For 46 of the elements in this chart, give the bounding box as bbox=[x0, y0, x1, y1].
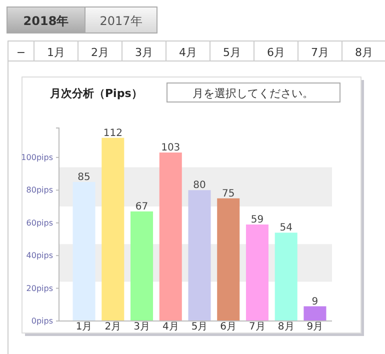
dropdown-field: 月を選択してください。 bbox=[166, 82, 340, 102]
chart-title: 月次分析（Pips） bbox=[49, 87, 142, 100]
bar bbox=[274, 232, 298, 321]
month-tab: 4月 bbox=[166, 40, 210, 62]
x-tick-label: 6月 bbox=[220, 322, 237, 332]
x-tick-label: 2月 bbox=[104, 322, 122, 332]
data-label: 80 bbox=[193, 180, 206, 192]
data-label: 103 bbox=[161, 142, 180, 154]
month-tab: 8月 bbox=[342, 40, 385, 62]
data-label: 67 bbox=[135, 201, 148, 212]
x-tick-label: 4月 bbox=[162, 322, 179, 332]
y-tick-label: 80pips bbox=[26, 186, 53, 195]
bar bbox=[304, 306, 326, 321]
x-tick-label: 3月 bbox=[134, 322, 150, 332]
x-tick-label: 9月 bbox=[306, 322, 324, 332]
month-tab: − bbox=[8, 40, 34, 62]
bar bbox=[102, 138, 124, 321]
y-tick-label: 100pips bbox=[21, 153, 53, 162]
data-label: 9 bbox=[312, 296, 318, 308]
x-tick-label: 8月 bbox=[278, 322, 294, 332]
data-label: 75 bbox=[222, 188, 235, 200]
y-tick-label: 0pips bbox=[31, 316, 53, 326]
y-tick-label: 20pips bbox=[26, 284, 53, 293]
month-tab: 2月 bbox=[78, 40, 122, 62]
year-tab: 2017年 bbox=[84, 6, 158, 34]
month-tab: 3月 bbox=[122, 40, 166, 62]
month-tab: 6月 bbox=[254, 40, 298, 62]
x-tick-label: 5月 bbox=[191, 322, 208, 332]
bar bbox=[246, 224, 268, 321]
data-label: 59 bbox=[250, 214, 264, 226]
bar bbox=[217, 198, 240, 321]
data-label: 85 bbox=[78, 172, 90, 183]
y-tick-label: 40pips bbox=[26, 251, 53, 260]
bar bbox=[159, 152, 182, 321]
x-tick-label: 7月 bbox=[249, 322, 266, 332]
month-tab: 5月 bbox=[210, 40, 254, 62]
year-tab: 2018年 bbox=[6, 6, 86, 34]
y-tick-label: 60pips bbox=[26, 218, 53, 228]
data-label: 54 bbox=[280, 222, 292, 234]
bar bbox=[130, 211, 154, 321]
bar bbox=[72, 182, 96, 321]
month-tab: 1月 bbox=[34, 40, 78, 62]
data-label: 112 bbox=[103, 128, 122, 139]
month-tab: 7月 bbox=[298, 40, 342, 62]
x-tick-label: 1月 bbox=[76, 322, 92, 332]
bar bbox=[188, 190, 211, 321]
